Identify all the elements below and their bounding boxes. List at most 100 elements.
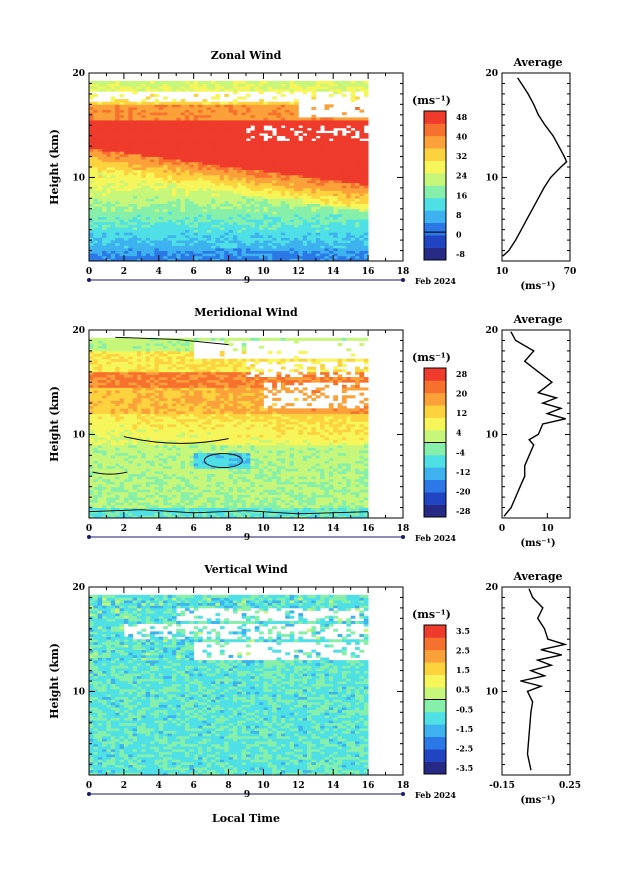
heatmap-cell: [307, 135, 312, 139]
heatmap-cell: [228, 125, 234, 129]
heatmap-cell: [333, 510, 338, 514]
heatmap-cell: [285, 510, 291, 514]
heatmap-cell: [167, 253, 173, 257]
heatmap-cell: [219, 117, 225, 121]
heatmap-cell: [276, 167, 282, 171]
heatmap-cell: [293, 198, 299, 202]
heatmap-cell: [141, 148, 147, 152]
heatmap-cell: [272, 515, 277, 519]
heatmap-cell: [102, 180, 107, 184]
heatmap-cell: [333, 151, 338, 155]
heatmap-cell: [263, 240, 269, 244]
heatmap-cell: [232, 167, 238, 171]
heatmap-cell: [259, 125, 264, 129]
heatmap-cell: [259, 182, 264, 186]
heatmap-cell: [215, 185, 221, 189]
heatmap-cell: [307, 253, 312, 257]
heatmap-cell: [219, 240, 225, 244]
heatmap-cell: [150, 203, 155, 207]
heatmap-cell: [102, 190, 107, 194]
heatmap-cell: [171, 159, 177, 163]
heatmap-cell: [315, 190, 321, 194]
heatmap-cell: [136, 133, 142, 137]
heatmap-cell: [280, 161, 286, 165]
heatmap-cell: [206, 242, 212, 246]
heatmap-cell: [180, 234, 186, 238]
heatmap-cell: [180, 80, 186, 84]
heatmap-cell: [311, 174, 317, 178]
heatmap-cell: [267, 224, 273, 228]
heatmap-cell: [145, 83, 151, 87]
heatmap-cell: [115, 234, 120, 238]
heatmap-cell: [246, 206, 251, 210]
heatmap-cell: [102, 486, 107, 490]
heatmap-cell: [198, 125, 203, 129]
heatmap-cell: [158, 237, 164, 241]
heatmap-cell: [110, 504, 116, 508]
heatmap-cell: [128, 109, 134, 113]
heatmap-cell: [259, 120, 264, 124]
heatmap-cell: [167, 125, 173, 129]
heatmap-cell: [128, 253, 134, 257]
heatmap-cell: [363, 190, 369, 194]
heatmap-cell: [193, 169, 199, 173]
heatmap-cell: [280, 502, 286, 506]
colorbar-segment: [424, 235, 446, 248]
heatmap-cell: [184, 106, 190, 110]
heatmap-cell: [123, 120, 129, 124]
heatmap-cell: [128, 156, 134, 160]
heatmap-cell: [184, 161, 190, 165]
heatmap-cell: [359, 164, 365, 168]
heatmap-cell: [267, 112, 273, 116]
heatmap-cell: [307, 187, 312, 191]
heatmap-cell: [337, 234, 343, 238]
heatmap-cell: [136, 140, 142, 144]
heatmap-cell: [276, 515, 282, 519]
heatmap-cell: [302, 156, 308, 160]
heatmap-cell: [228, 206, 234, 210]
heatmap-cell: [320, 120, 325, 124]
heatmap-cell: [350, 93, 356, 97]
heatmap-cell: [228, 101, 234, 105]
heatmap-cell: [333, 515, 338, 519]
heatmap-cell: [132, 151, 138, 155]
heatmap-cell: [106, 227, 112, 231]
heatmap-cell: [259, 101, 264, 105]
heatmap-cell: [158, 211, 164, 215]
heatmap-cell: [163, 229, 168, 233]
heatmap-cell: [307, 258, 312, 262]
heatmap-cell: [180, 240, 186, 244]
heatmap-cell: [211, 140, 216, 144]
heatmap-cell: [246, 237, 251, 241]
heatmap-cell: [176, 88, 181, 92]
heatmap-cell: [246, 86, 251, 90]
heatmap-cell: [320, 193, 325, 197]
heatmap-cell: [307, 255, 312, 259]
heatmap-cell: [359, 177, 365, 181]
heatmap-cell: [272, 185, 277, 189]
heatmap-cell: [285, 180, 291, 184]
heatmap-cell: [276, 247, 282, 251]
heatmap-cell: [145, 200, 151, 204]
heatmap-cell: [110, 96, 116, 100]
heatmap-cell: [211, 502, 216, 506]
heatmap-cell: [215, 164, 221, 168]
heatmap-cell: [250, 174, 256, 178]
heatmap-cell: [206, 112, 212, 116]
heatmap-cell: [293, 232, 299, 236]
heatmap-cell: [215, 193, 221, 197]
heatmap-cell: [293, 169, 299, 173]
heatmap-cell: [293, 148, 299, 152]
heatmap-cell: [163, 180, 168, 184]
heatmap-cell: [320, 122, 325, 126]
heatmap-cell: [150, 497, 155, 501]
heatmap-cell: [202, 169, 208, 173]
heatmap-cell: [324, 127, 330, 131]
heatmap-cell: [337, 504, 343, 508]
heatmap-cell: [224, 127, 229, 131]
heatmap-cell: [93, 133, 99, 137]
heatmap-cell: [154, 159, 160, 163]
heatmap-cell: [320, 245, 325, 249]
heatmap-cell: [89, 486, 94, 490]
heatmap-cell: [341, 156, 347, 160]
